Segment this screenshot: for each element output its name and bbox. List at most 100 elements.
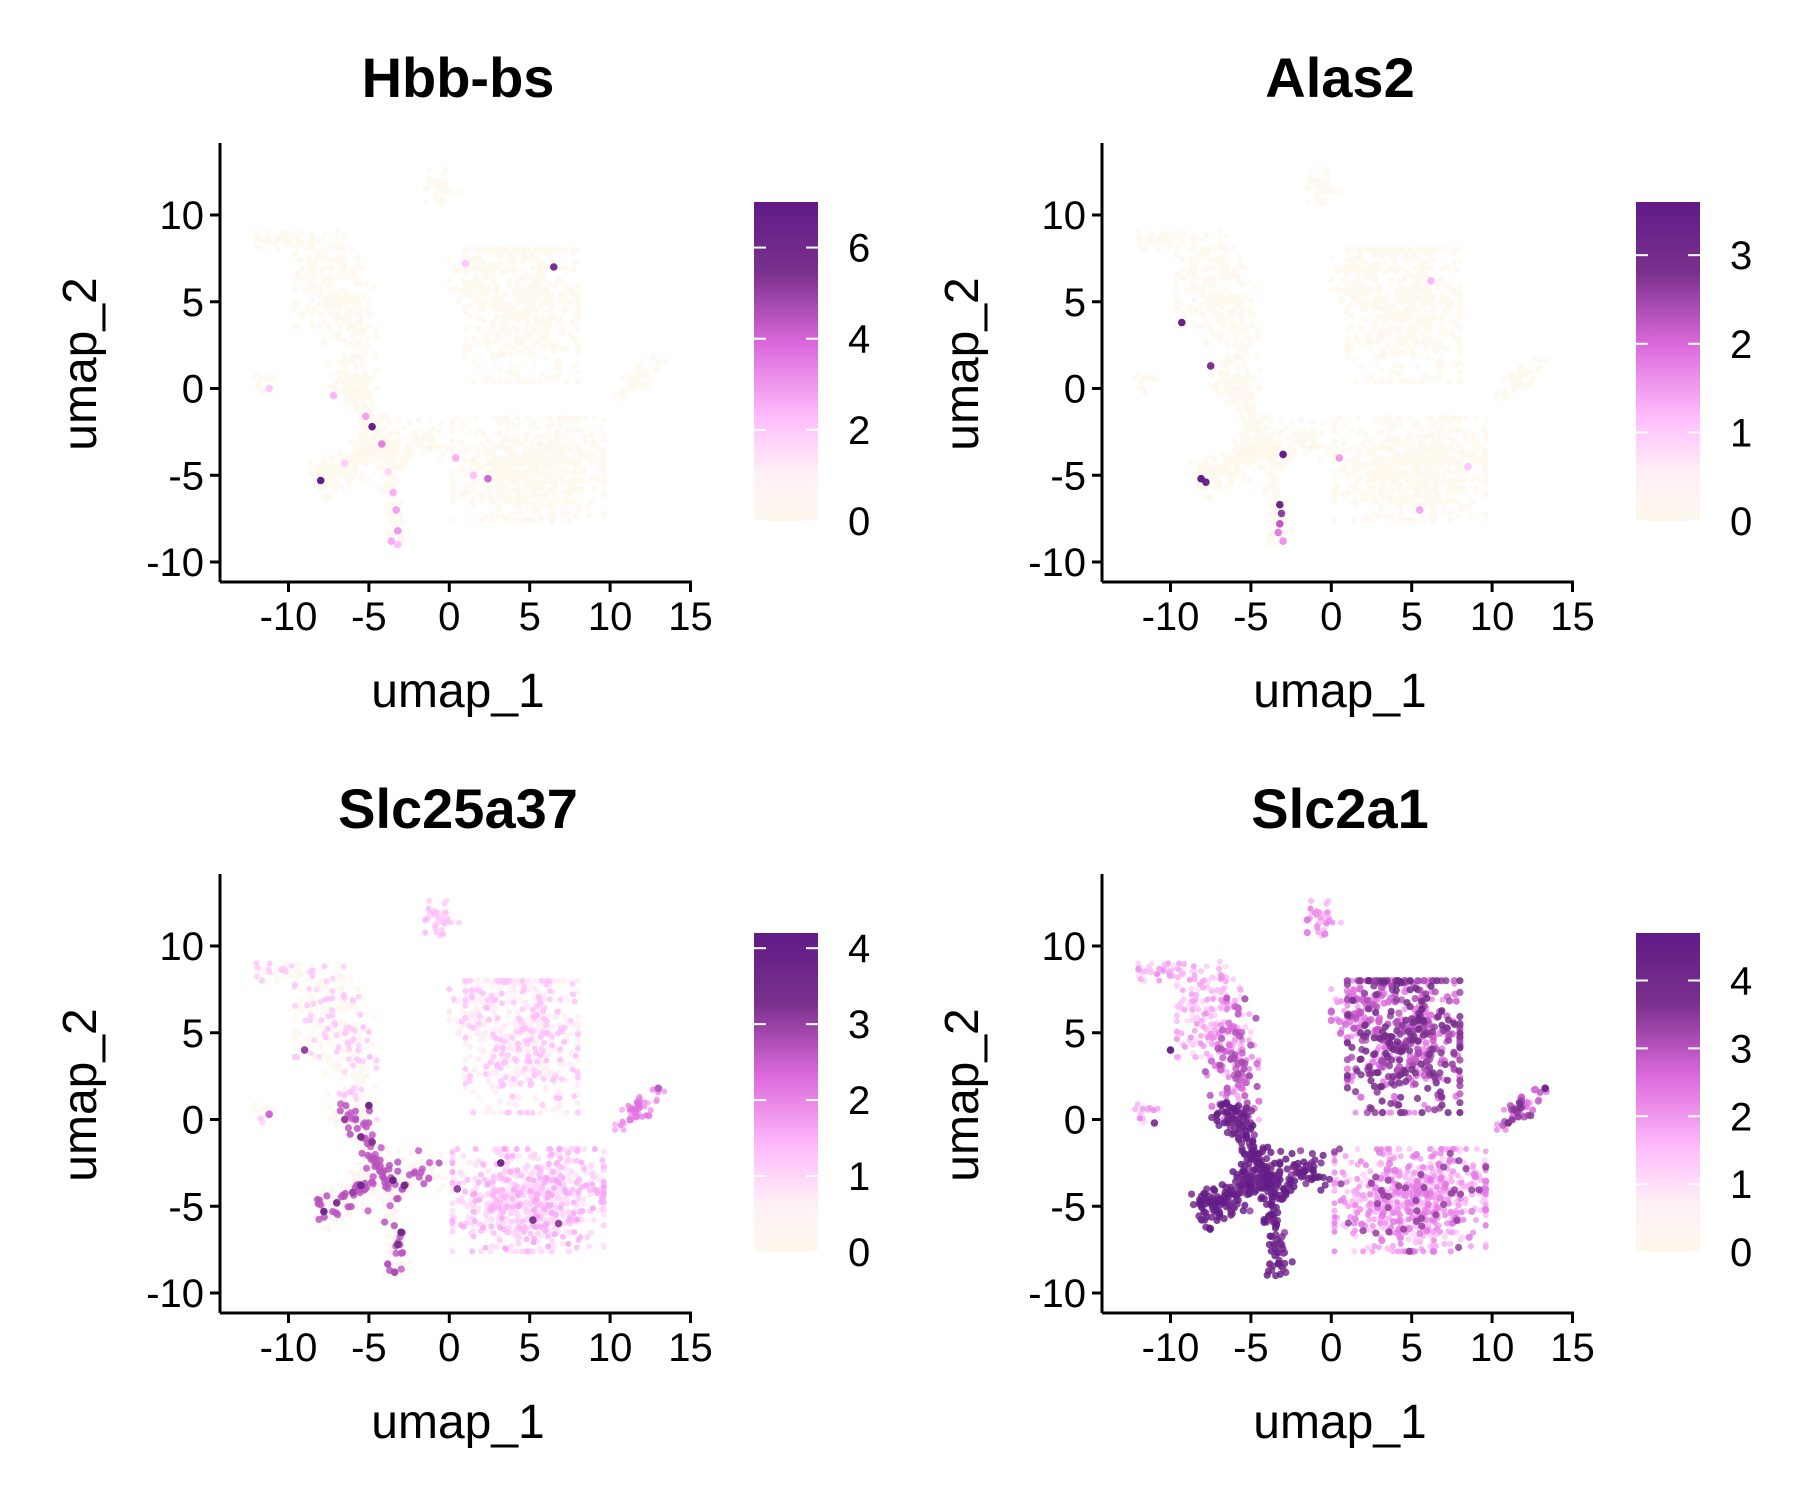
cell-point	[1188, 254, 1195, 261]
cell-point	[538, 502, 545, 509]
cell-point	[542, 354, 549, 361]
cell-point	[503, 446, 510, 453]
cell-point	[505, 436, 512, 443]
cell-point	[1216, 480, 1223, 487]
cell-point	[496, 505, 503, 512]
panel-title: Hbb-bs	[362, 46, 555, 109]
cell-point	[1437, 357, 1444, 364]
expression-point	[392, 506, 401, 514]
cell-point	[1415, 247, 1422, 253]
cell-point	[357, 319, 364, 326]
cell-point	[313, 255, 320, 262]
cell-point	[586, 456, 593, 462]
cell-point	[409, 430, 416, 437]
cell-point	[1350, 255, 1356, 262]
cell-point	[359, 264, 366, 271]
cell-point	[1389, 478, 1396, 485]
cell-point	[520, 313, 527, 320]
cell-point	[1250, 421, 1257, 427]
cell-point	[427, 1150, 434, 1157]
cell-point	[328, 454, 335, 461]
cell-point	[493, 312, 500, 319]
cell-point	[362, 440, 369, 447]
cell-point	[449, 482, 456, 489]
cell-point	[327, 1035, 334, 1042]
cell-point	[1233, 443, 1240, 450]
cell-point	[1264, 413, 1271, 420]
cell-point	[487, 328, 494, 335]
cell-point	[523, 378, 530, 385]
cell-point	[454, 415, 461, 421]
cell-point	[1468, 456, 1475, 462]
cell-point	[407, 419, 413, 426]
cell-point	[349, 323, 356, 330]
cell-point	[311, 991, 318, 998]
cell-point	[1214, 462, 1221, 469]
cell-point	[1318, 429, 1325, 435]
cell-point	[1383, 467, 1390, 474]
cell-point	[1307, 184, 1313, 191]
cell-point	[1404, 437, 1411, 444]
expression-point	[1276, 520, 1284, 528]
cell-point	[1195, 255, 1202, 262]
cell-point	[426, 166, 433, 173]
cell-point	[319, 485, 326, 492]
cell-point	[1431, 375, 1438, 382]
cell-point	[507, 454, 513, 461]
x-tick-label: 15	[1550, 595, 1595, 639]
cell-point	[462, 457, 469, 464]
cell-point	[1251, 458, 1258, 465]
cell-point	[489, 512, 496, 518]
cell-point	[1411, 378, 1418, 385]
cell-point	[1179, 256, 1186, 263]
cell-point	[298, 970, 305, 976]
cell-point	[1448, 441, 1455, 447]
cell-point	[1482, 435, 1489, 442]
cell-point	[1351, 517, 1358, 524]
cell-point	[1193, 260, 1200, 267]
cell-point	[1231, 266, 1238, 273]
cell-point	[398, 519, 405, 526]
cell-point	[1268, 467, 1275, 474]
cell-point	[1391, 362, 1398, 369]
cell-point	[552, 246, 558, 253]
cell-point	[510, 288, 517, 295]
cell-point	[291, 298, 298, 305]
cell-point	[567, 286, 574, 293]
cell-point	[353, 365, 360, 372]
cell-point	[1362, 259, 1369, 266]
expression-point	[1178, 318, 1186, 327]
cell-point	[1227, 468, 1234, 475]
cell-point	[294, 960, 301, 967]
cell-point	[283, 960, 290, 967]
cell-point	[1407, 327, 1413, 334]
cell-point	[560, 246, 567, 253]
cell-point	[1289, 419, 1295, 426]
cell-point	[475, 325, 481, 332]
cell-point	[346, 315, 353, 322]
cell-point	[308, 470, 315, 477]
cell-point	[545, 281, 552, 288]
cell-point	[472, 444, 479, 451]
cell-point	[519, 275, 526, 282]
cell-point	[1441, 453, 1448, 460]
cell-point	[1456, 291, 1463, 298]
cell-point	[455, 188, 462, 195]
cell-point	[1371, 352, 1378, 359]
cell-point	[1430, 446, 1437, 453]
cell-point	[323, 247, 330, 254]
cell-point	[1266, 530, 1273, 537]
cell-point	[1344, 343, 1351, 350]
cell-point	[1416, 456, 1423, 463]
expression-point	[394, 527, 402, 535]
cell-point	[541, 299, 548, 306]
cell-point	[1246, 306, 1252, 313]
cell-point	[272, 970, 279, 977]
cell-point	[573, 513, 580, 520]
cell-point	[1536, 365, 1543, 372]
cell-point	[545, 422, 552, 429]
cell-point	[1401, 257, 1408, 264]
cell-point	[544, 461, 551, 468]
cell-point	[1328, 255, 1335, 262]
cell-point	[534, 456, 541, 463]
